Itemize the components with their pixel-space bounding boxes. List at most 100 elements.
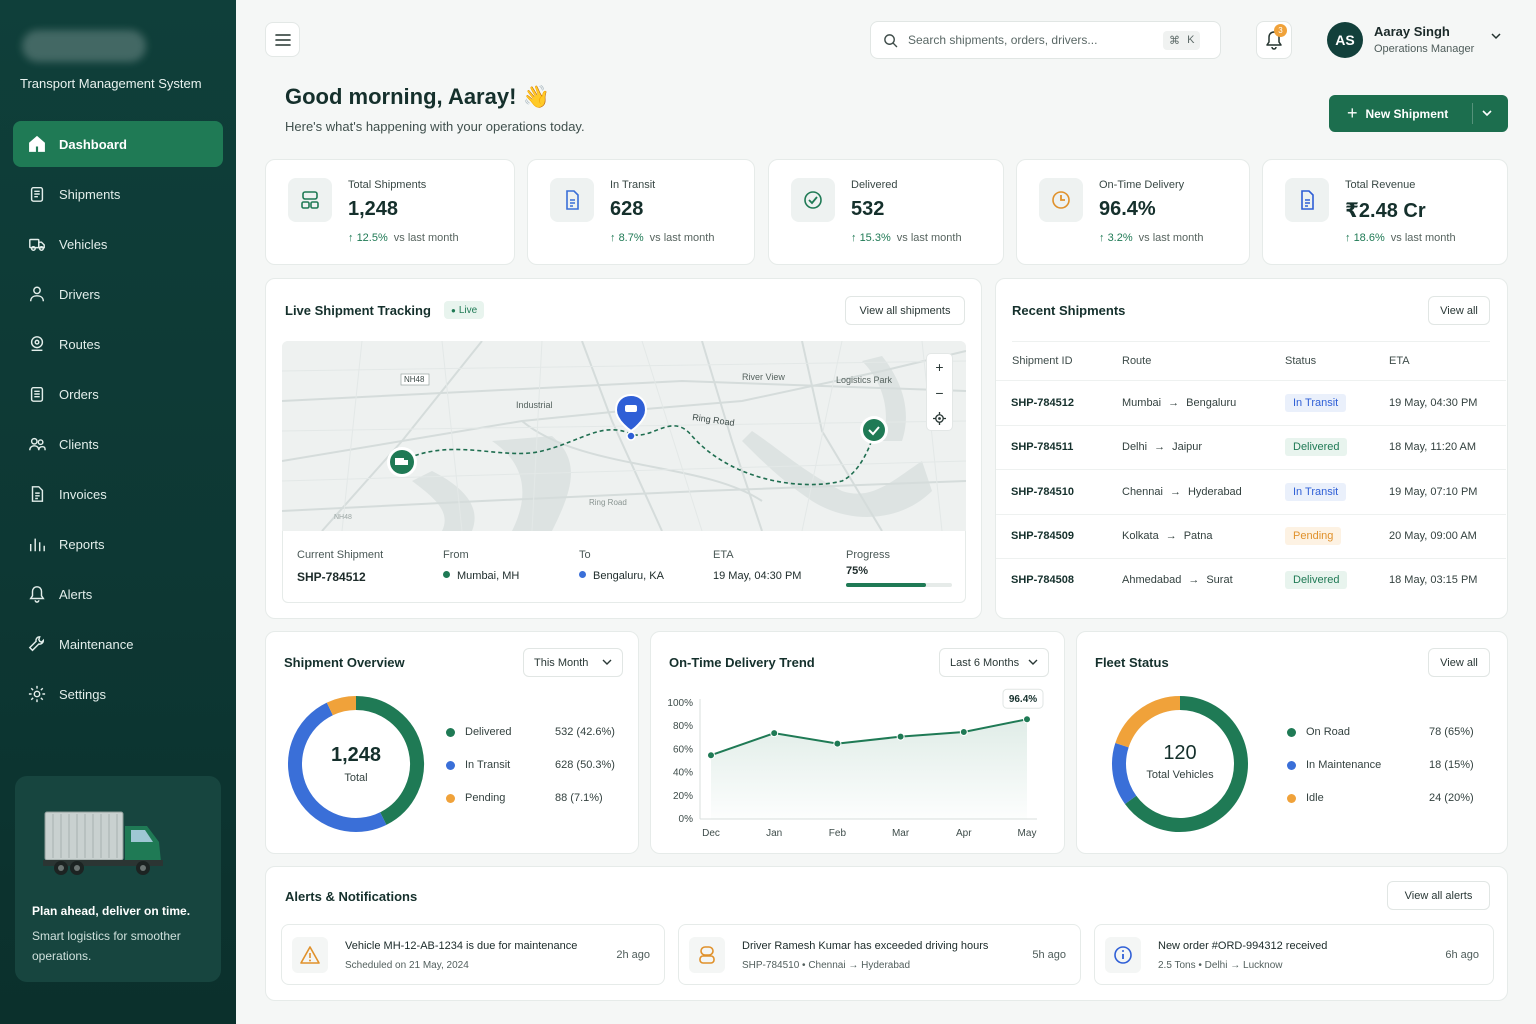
col-header-status: Status (1285, 355, 1317, 367)
sidebar: Transport Management System Dashboard Shi… (0, 0, 236, 1024)
trend-point[interactable] (959, 728, 968, 736)
trend-title: On-Time Delivery Trend (669, 655, 815, 670)
shipment-donut-slice-delivered[interactable] (355, 696, 424, 825)
tracking-title: Live Shipment Tracking (285, 303, 431, 318)
sidebar-item-orders[interactable]: Orders (13, 371, 223, 417)
table-row[interactable]: SHP-784512 Mumbai → Bengaluru In Transit 19 M… (996, 381, 1506, 425)
alert-item[interactable]: Vehicle MH-12-AB-1234 is due for mainten… (281, 924, 665, 985)
chevron-down-icon[interactable] (1481, 107, 1493, 119)
brand-logo[interactable] (22, 30, 146, 62)
avatar[interactable]: AS (1327, 22, 1363, 58)
fleet-donut-slice-on-road[interactable] (1124, 696, 1248, 832)
table-row[interactable]: SHP-784510 Chennai → Hyderabad In Transit 19 … (996, 470, 1506, 514)
destination-marker[interactable] (860, 416, 888, 444)
view-all-fleet-button[interactable]: View all (1428, 648, 1490, 677)
stat-card-total-shipments[interactable]: Total Shipments 1,248 ↑ 12.5% vs last month (265, 159, 515, 265)
chevron-down-icon[interactable] (1490, 32, 1502, 40)
stat-card-total-revenue[interactable]: Total Revenue ₹2.48 Cr ↑ 18.6% vs last mont… (1262, 159, 1508, 265)
fleet-donut-slice-in-maintenance[interactable] (1112, 742, 1137, 804)
shipment-id[interactable]: SHP-784510 (1011, 485, 1074, 498)
shipment-donut-slice-pending[interactable] (326, 696, 357, 716)
shipment-donut-slice-in-transit[interactable] (288, 702, 387, 832)
sidebar-item-label: Reports (59, 536, 105, 552)
status-cell: Delivered (1285, 425, 1348, 469)
sidebar-item-invoices[interactable]: Invoices (13, 471, 223, 517)
shipment-id[interactable]: SHP-784508 (1011, 574, 1074, 587)
sidebar-item-alerts[interactable]: Alerts (13, 571, 223, 617)
origin-marker[interactable] (387, 447, 417, 477)
zoom-in-icon[interactable]: + (935, 359, 944, 376)
stat-card-in-transit[interactable]: In Transit 628 ↑ 8.7% vs last month (527, 159, 755, 265)
stat-delta-caption: vs last month (649, 232, 715, 244)
sidebar-item-drivers[interactable]: Drivers (13, 271, 223, 317)
trend-point[interactable] (770, 729, 779, 738)
shipment-id[interactable]: SHP-784511 (1011, 441, 1074, 454)
stat-label: On-Time Delivery (1099, 179, 1185, 191)
stat-card-delivered[interactable]: Delivered 532 ↑ 15.3% vs last month (768, 159, 1004, 265)
shipment-route: Ahmedabad → Surat (1122, 558, 1233, 602)
overview-period-select[interactable]: This Month (523, 648, 623, 677)
route-pin-icon (27, 334, 47, 354)
alert-item[interactable]: Driver Ramesh Kumar has exceeded driving… (678, 924, 1081, 985)
y-tick-label: 0% (679, 814, 694, 825)
shipment-eta: 18 May, 03:15 PM (1389, 574, 1478, 587)
trend-line (710, 718, 1028, 757)
stat-value: ₹2.48 Cr (1345, 200, 1426, 222)
table-row[interactable]: SHP-784511 Delhi → Jaipur Delivered 18 May, 1… (996, 425, 1506, 469)
delivery-trend-chart: 0% 20% 40% 60% 80% 100% Dec Jan Feb Mar Apr May 96.4… (667, 688, 1044, 839)
route-from: Ahmedabad (1122, 574, 1182, 587)
stat-value: 628 (610, 198, 644, 220)
trend-point[interactable] (1023, 715, 1031, 724)
map-view[interactable]: NH48 Industrial River View Logistics Par… (282, 341, 966, 531)
map-controls: + − (926, 353, 953, 431)
trend-point[interactable] (833, 739, 842, 748)
view-all-shipments-button[interactable]: View all shipments (845, 296, 965, 325)
status-badge: Pending (1285, 526, 1342, 545)
search-bar[interactable]: ⌘ K (870, 21, 1221, 59)
current-shipment-label: Current Shipment (297, 549, 384, 561)
notifications-button[interactable]: 3 (1256, 21, 1292, 59)
sidebar-item-vehicles[interactable]: Vehicles (13, 221, 223, 267)
zoom-out-icon[interactable]: − (935, 385, 944, 402)
trend-area (711, 719, 1027, 819)
shipment-id[interactable]: SHP-784509 (1011, 529, 1074, 542)
legend-label: Delivered (465, 726, 512, 738)
stat-card-on-time-delivery[interactable]: On-Time Delivery 96.4% ↑ 3.2% vs last month (1016, 159, 1250, 265)
sidebar-item-label: Maintenance (59, 636, 134, 652)
locate-icon[interactable] (933, 411, 946, 425)
map-label-nh48-low: NH48 (334, 514, 352, 521)
shipment-id[interactable]: SHP-784512 (1011, 397, 1074, 409)
trend-period-select[interactable]: Last 6 Months (939, 648, 1049, 677)
view-all-alerts-button[interactable]: View all alerts (1387, 881, 1490, 910)
new-shipment-button[interactable]: + New Shipment (1329, 95, 1508, 132)
sidebar-item-maintenance[interactable]: Maintenance (13, 621, 223, 667)
x-tick-label: May (1018, 828, 1037, 839)
live-label: Live (458, 304, 478, 316)
sidebar-item-reports[interactable]: Reports (13, 521, 223, 567)
view-all-recent-button[interactable]: View all (1428, 296, 1490, 325)
sidebar-item-settings[interactable]: Settings (13, 671, 223, 717)
table-row[interactable]: SHP-784508 Ahmedabad → Surat Delivered 18 May… (996, 558, 1506, 602)
legend-label: On Road (1306, 726, 1351, 738)
alert-item[interactable]: New order #ORD-994312 received 2.5 Tons •… (1094, 924, 1494, 985)
sidebar-item-dashboard[interactable]: Dashboard (13, 121, 223, 167)
menu-toggle-button[interactable] (265, 22, 300, 57)
legend-swatch (1287, 761, 1296, 770)
sidebar-item-routes[interactable]: Routes (13, 321, 223, 367)
vehicle-marker[interactable] (614, 393, 648, 441)
search-input[interactable] (908, 33, 1163, 47)
trend-point[interactable] (896, 732, 905, 741)
sidebar-item-shipments[interactable]: Shipments (13, 171, 223, 217)
stat-delta-caption: vs last month (393, 232, 459, 244)
fleet-donut-slice-idle[interactable] (1115, 696, 1181, 748)
to-label: To (579, 549, 591, 561)
sidebar-item-clients[interactable]: Clients (13, 421, 223, 467)
status-cell: In Transit (1285, 470, 1347, 514)
user-name[interactable]: Aaray Singh (1374, 24, 1450, 39)
trend-point[interactable] (707, 751, 715, 760)
current-shipment-id[interactable]: SHP-784512 (297, 570, 366, 584)
table-row[interactable]: SHP-784509 Kolkata → Patna Pending 20 May, 09… (996, 514, 1506, 558)
sidebar-item-label: Alerts (59, 586, 93, 602)
status-cell: In Transit (1285, 381, 1347, 425)
alerts-title: Alerts & Notifications (285, 889, 418, 904)
